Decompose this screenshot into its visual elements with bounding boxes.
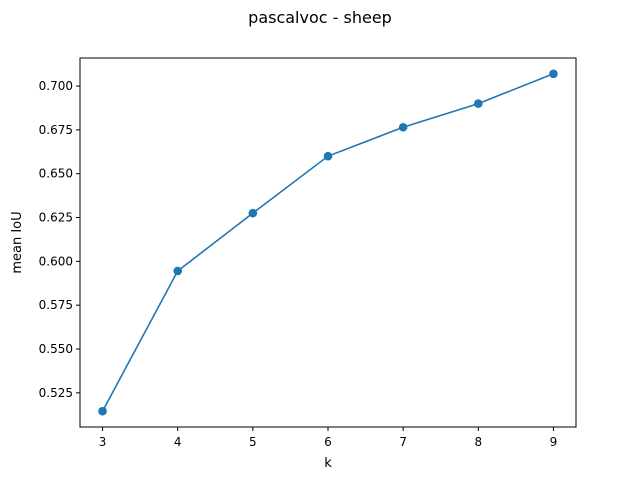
plot-area-frame — [79, 57, 577, 428]
series-line — [101, 73, 554, 412]
data-point — [398, 122, 408, 132]
y-tick-label: 0.700 — [39, 79, 73, 93]
y-tick-label: 0.600 — [39, 254, 73, 268]
y-tick-label: 0.650 — [39, 167, 73, 181]
y-tick-label: 0.550 — [39, 342, 73, 356]
x-axis-label: k — [324, 456, 332, 471]
y-tick-label: 0.625 — [39, 211, 73, 225]
data-point — [474, 99, 483, 108]
data-point — [549, 69, 558, 79]
series-group — [98, 69, 558, 416]
x-tick-label: 5 — [249, 435, 257, 449]
chart-title: pascalvoc - sheep — [248, 8, 392, 27]
data-point — [323, 151, 333, 161]
x-tick-label: 8 — [474, 435, 482, 449]
data-point — [98, 406, 107, 416]
x-tick-label: 3 — [99, 435, 107, 449]
x-tick-label: 9 — [550, 435, 558, 449]
x-tick-label: 7 — [399, 435, 407, 449]
data-point — [248, 208, 258, 218]
data-point — [173, 266, 182, 276]
x-tick-label: 6 — [324, 435, 332, 449]
y-tick-label: 0.575 — [39, 298, 73, 312]
y-tick-label: 0.525 — [39, 386, 73, 400]
y-axis-label: mean IoU — [10, 211, 25, 273]
x-tick-label: 4 — [174, 435, 182, 449]
x-axis-ticks: 3 4 5 6 7 8 9 — [99, 427, 558, 449]
y-axis-ticks: 0.525 0.550 0.575 0.600 0.625 0.650 0.675 0.700 — [39, 79, 80, 400]
y-tick-label: 0.675 — [39, 123, 73, 137]
